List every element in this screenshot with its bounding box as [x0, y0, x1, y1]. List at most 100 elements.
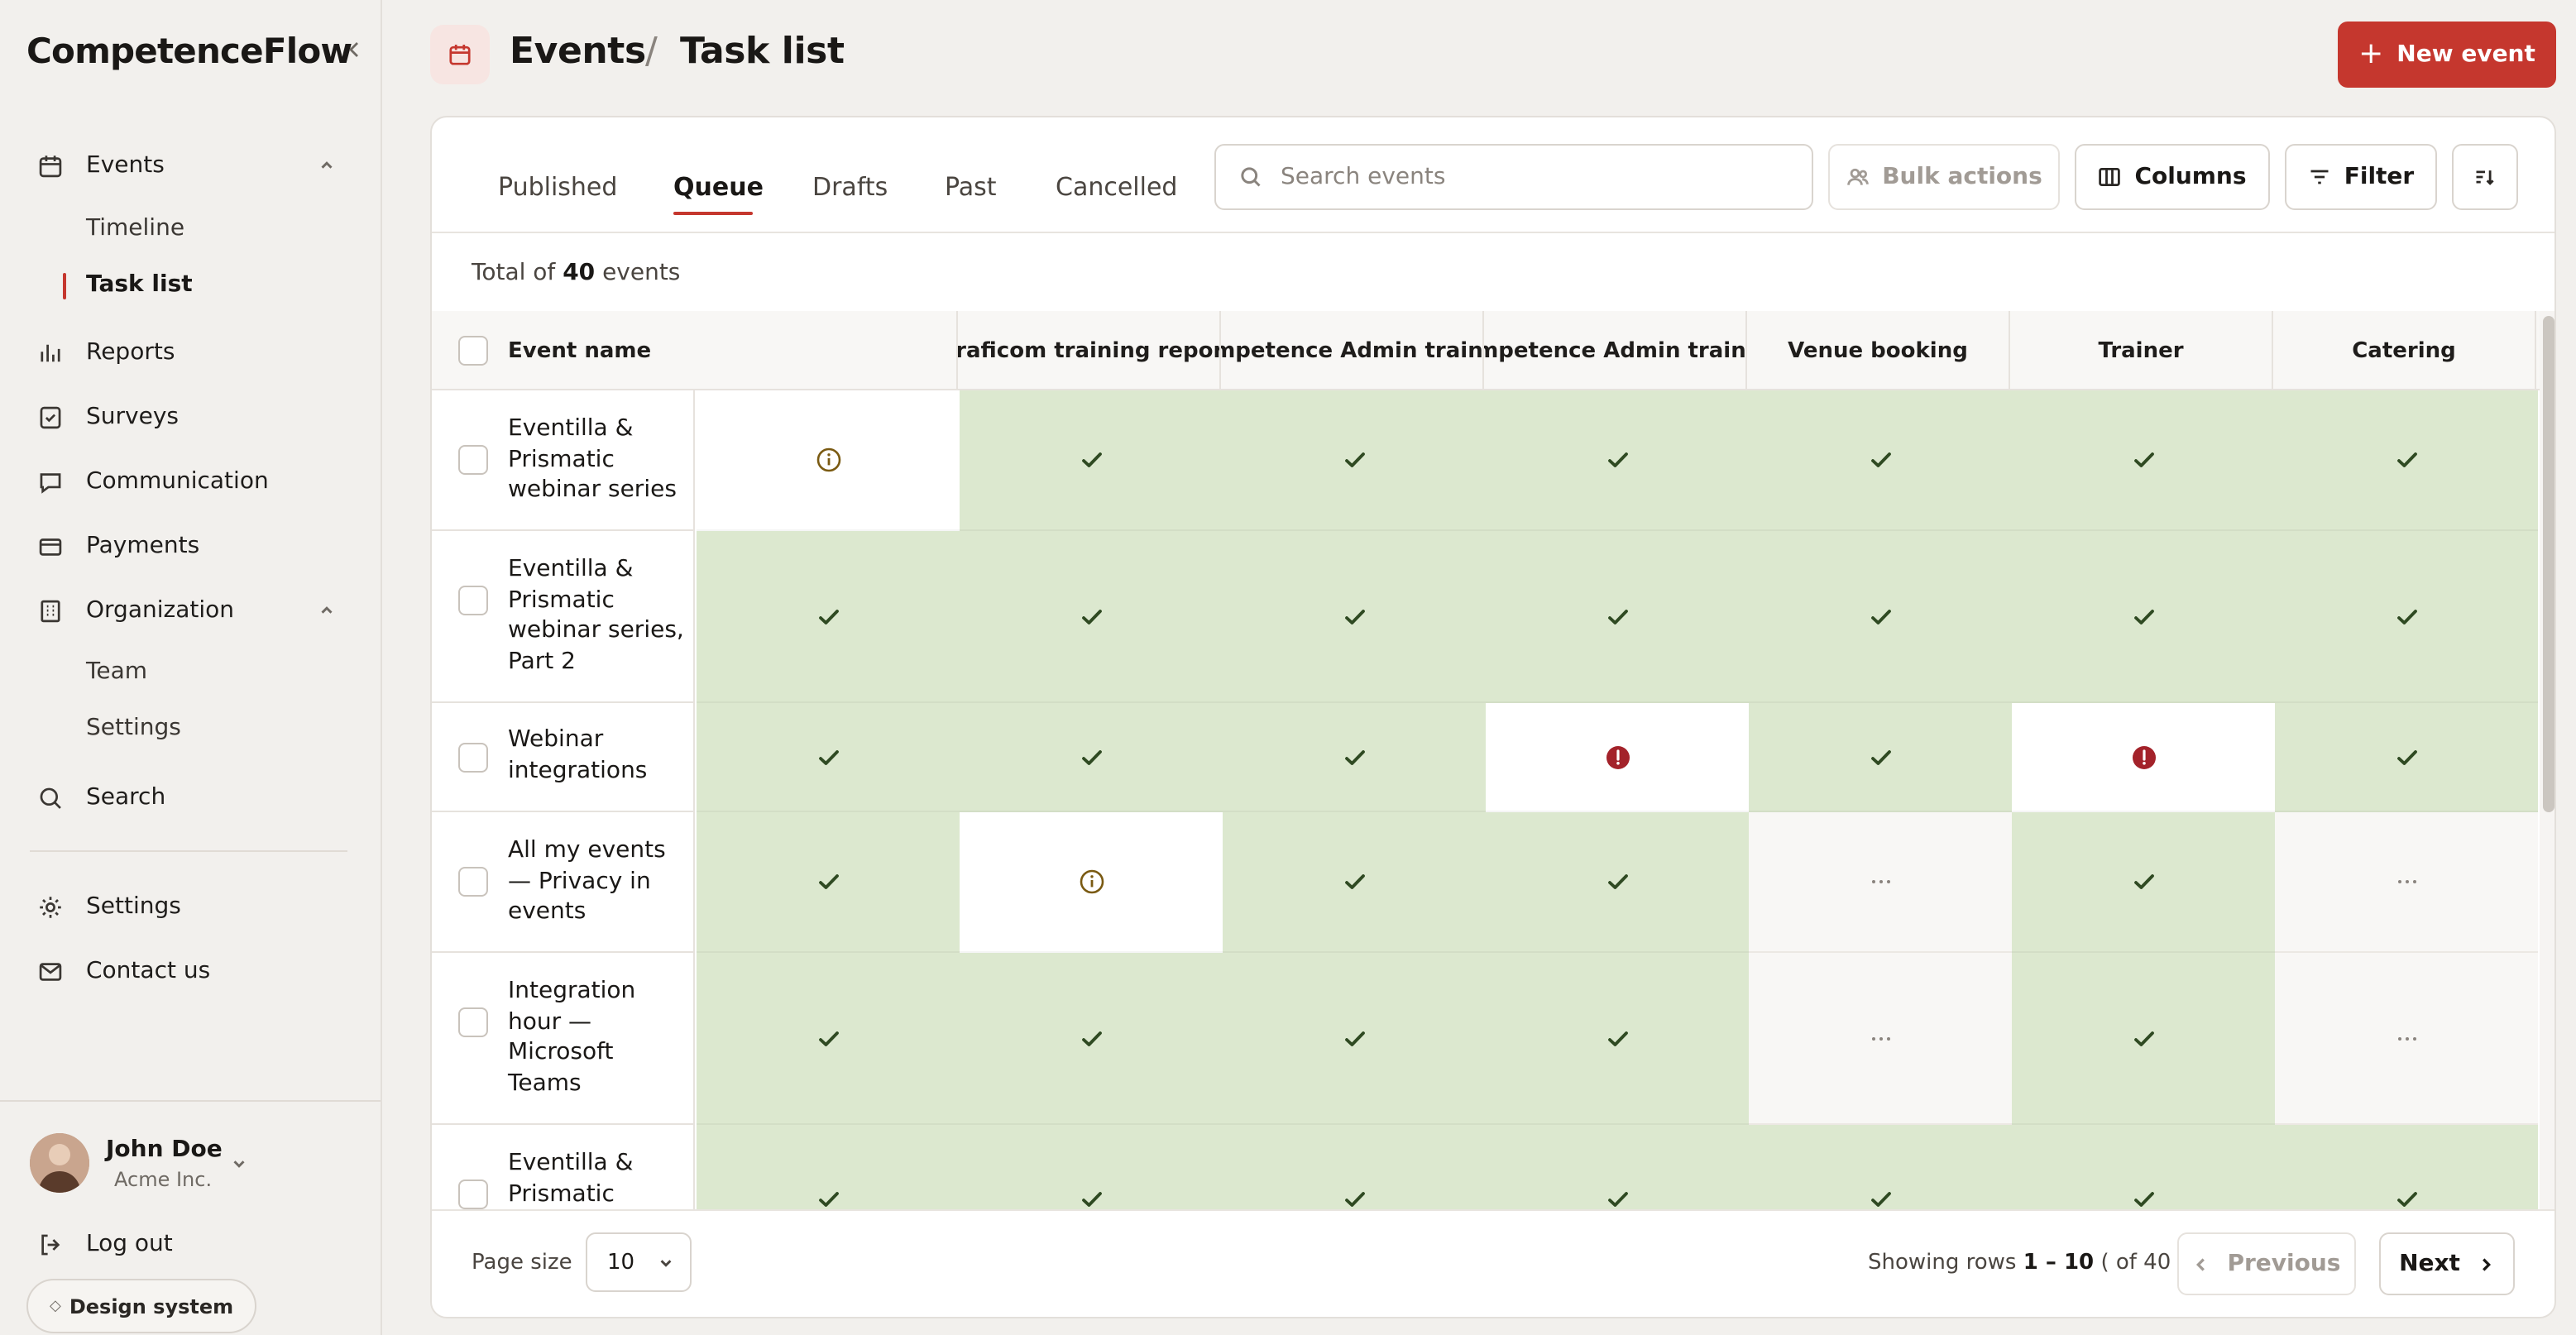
status-cell-ok[interactable]: [1223, 953, 1486, 1125]
event-name[interactable]: Webinar integrations: [508, 726, 648, 784]
status-cell-ok[interactable]: [1223, 812, 1486, 953]
status-cell-ok[interactable]: [2275, 703, 2538, 812]
status-cell-ok[interactable]: [2012, 390, 2275, 531]
status-cell-ok[interactable]: [2275, 1125, 2538, 1209]
status-cell-ok[interactable]: [1223, 531, 1486, 703]
column-header-competence-admin-training[interactable]: Competence Admin training: [1221, 311, 1484, 390]
status-cell-pending[interactable]: [2275, 953, 2538, 1125]
status-cell-ok[interactable]: [2275, 531, 2538, 703]
status-cell-pending[interactable]: [1749, 953, 2012, 1125]
next-page-button[interactable]: Next: [2379, 1232, 2515, 1295]
status-cell-ok[interactable]: [960, 390, 1223, 531]
filter-button[interactable]: Filter: [2285, 144, 2437, 210]
tab-published[interactable]: Published: [498, 172, 618, 202]
status-cell-ok[interactable]: [1749, 390, 2012, 531]
status-cell-ok[interactable]: [1223, 390, 1486, 531]
columns-button[interactable]: Columns: [2075, 144, 2270, 210]
select-all-checkbox[interactable]: [458, 336, 488, 366]
sidebar-item-timeline[interactable]: Timeline: [86, 215, 185, 242]
status-cell-ok[interactable]: [1223, 703, 1486, 812]
table-row[interactable]: All my events — Privacy in events: [432, 812, 2540, 953]
status-cell-ok[interactable]: [1486, 531, 1749, 703]
sidebar-item-search[interactable]: Search: [33, 778, 165, 817]
search-field[interactable]: [1214, 144, 1813, 210]
design-system-button[interactable]: ◇ Design system: [26, 1279, 257, 1333]
sidebar-item-communication[interactable]: Communication: [33, 462, 269, 501]
sidebar-item-reports[interactable]: Reports: [33, 333, 175, 372]
sidebar-item-settings[interactable]: Settings: [33, 887, 181, 926]
table-row[interactable]: Integration hour — Microsoft Teams: [432, 953, 2540, 1125]
bulk-actions-button[interactable]: Bulk actions: [1828, 144, 2060, 210]
sidebar-item-organization[interactable]: Organization: [33, 591, 333, 630]
sidebar-item-team[interactable]: Team: [86, 658, 148, 685]
brand-logo[interactable]: CompetenceFlow: [26, 31, 352, 71]
row-checkbox[interactable]: [458, 867, 488, 897]
status-cell-ok[interactable]: [1486, 1125, 1749, 1209]
column-header-event-name[interactable]: Event name: [508, 338, 652, 363]
tab-cancelled[interactable]: Cancelled: [1056, 172, 1178, 202]
previous-page-button[interactable]: Previous: [2177, 1232, 2356, 1295]
row-checkbox[interactable]: [458, 743, 488, 773]
sidebar-item-task-list[interactable]: Task list: [86, 271, 193, 298]
search-input[interactable]: [1281, 164, 1777, 190]
column-header-competence-admin-training[interactable]: Competence Admin training: [1484, 311, 1747, 390]
tab-past[interactable]: Past: [945, 172, 997, 202]
status-cell-ok[interactable]: [1749, 703, 2012, 812]
row-checkbox[interactable]: [458, 445, 488, 475]
status-cell-ok[interactable]: [2012, 1125, 2275, 1209]
status-cell-ok[interactable]: [960, 1125, 1223, 1209]
tab-queue[interactable]: Queue: [673, 172, 764, 202]
table-row[interactable]: Eventilla & Prismatic webinar series, Pa…: [432, 531, 2540, 703]
column-header-blank[interactable]: [695, 311, 958, 390]
row-checkbox[interactable]: [458, 1179, 488, 1209]
sidebar-item-surveys[interactable]: Surveys: [33, 397, 179, 437]
row-checkbox[interactable]: [458, 586, 488, 615]
column-header-catering[interactable]: Catering: [2273, 311, 2536, 390]
column-header-venue-booking[interactable]: Venue booking: [1747, 311, 2010, 390]
table-row[interactable]: Eventilla & Prismatic: [432, 1125, 2540, 1209]
status-cell-pending[interactable]: [2275, 812, 2538, 953]
event-name[interactable]: Eventilla & Prismatic: [508, 1150, 634, 1208]
status-cell-ok[interactable]: [2012, 812, 2275, 953]
table-scrollbar[interactable]: [2540, 311, 2554, 1209]
status-cell-ok[interactable]: [697, 812, 960, 953]
status-cell-ok[interactable]: [697, 703, 960, 812]
status-cell-ok[interactable]: [960, 703, 1223, 812]
status-cell-ok[interactable]: [697, 953, 960, 1125]
column-header-traficom-training-report[interactable]: Traficom training report: [958, 311, 1221, 390]
sort-button[interactable]: [2452, 144, 2518, 210]
event-name[interactable]: Eventilla & Prismatic webinar series, Pa…: [508, 556, 684, 675]
breadcrumb-events[interactable]: Events: [510, 31, 646, 73]
status-cell-info[interactable]: [697, 390, 960, 531]
status-cell-ok[interactable]: [697, 531, 960, 703]
status-cell-ok[interactable]: [1223, 1125, 1486, 1209]
table-row[interactable]: Webinar integrations: [432, 703, 2540, 812]
sidebar-item-payments[interactable]: Payments: [33, 526, 199, 566]
status-cell-ok[interactable]: [2275, 390, 2538, 531]
status-cell-info[interactable]: [960, 812, 1223, 953]
status-cell-ok[interactable]: [960, 953, 1223, 1125]
status-cell-ok[interactable]: [1486, 953, 1749, 1125]
logout-button[interactable]: Log out: [33, 1224, 173, 1264]
collapse-sidebar-button[interactable]: [347, 40, 361, 65]
event-name[interactable]: Eventilla & Prismatic webinar series: [508, 415, 677, 504]
column-header-trainer[interactable]: Trainer: [2010, 311, 2273, 390]
status-cell-error[interactable]: [1486, 703, 1749, 812]
event-name[interactable]: Integration hour — Microsoft Teams: [508, 978, 636, 1097]
sidebar-item-events[interactable]: Events: [33, 146, 333, 185]
status-cell-ok[interactable]: [960, 531, 1223, 703]
status-cell-ok[interactable]: [1486, 390, 1749, 531]
status-cell-ok[interactable]: [697, 1125, 960, 1209]
scrollbar-thumb[interactable]: [2543, 316, 2554, 812]
status-cell-ok[interactable]: [2012, 531, 2275, 703]
table-row[interactable]: Eventilla & Prismatic webinar series: [432, 390, 2540, 531]
page-size-select[interactable]: 10: [586, 1232, 692, 1292]
event-name[interactable]: All my events — Privacy in events: [508, 837, 666, 926]
sidebar-item-contact[interactable]: Contact us: [33, 951, 210, 991]
user-menu[interactable]: John Doe Acme Inc.: [30, 1133, 361, 1193]
sidebar-item-org-settings[interactable]: Settings: [86, 715, 181, 741]
status-cell-ok[interactable]: [1486, 812, 1749, 953]
status-cell-error[interactable]: [2012, 703, 2275, 812]
row-checkbox[interactable]: [458, 1007, 488, 1037]
status-cell-ok[interactable]: [2012, 953, 2275, 1125]
